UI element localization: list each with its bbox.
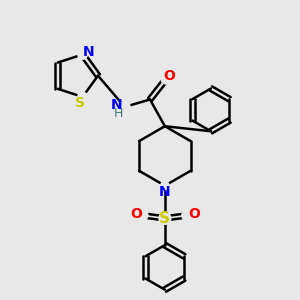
Text: H: H [114,107,124,120]
Text: N: N [111,98,122,112]
Text: O: O [188,207,200,221]
Circle shape [159,212,171,224]
Text: S: S [159,211,170,226]
Circle shape [119,102,130,112]
Circle shape [161,73,172,84]
Text: N: N [83,44,94,58]
Circle shape [78,92,87,102]
Circle shape [137,210,148,221]
Text: S: S [75,96,85,110]
Circle shape [161,182,169,190]
Text: O: O [130,207,142,221]
Text: N: N [159,185,171,199]
Text: O: O [163,69,175,83]
Circle shape [78,50,87,59]
Circle shape [182,210,193,221]
